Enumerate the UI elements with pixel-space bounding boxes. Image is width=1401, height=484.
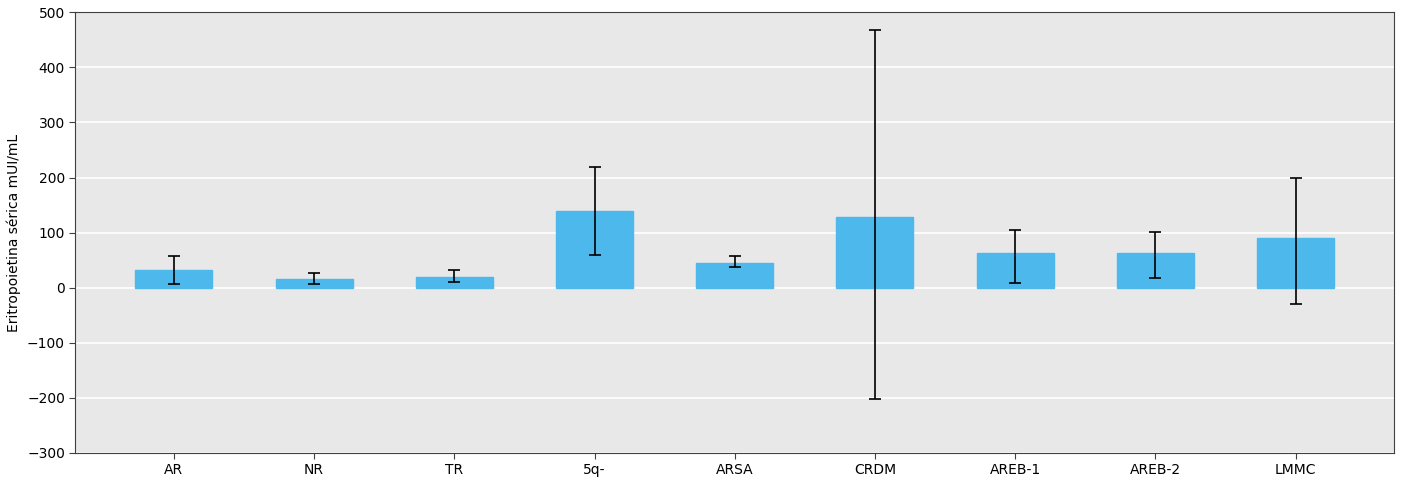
Bar: [1117, 253, 1194, 287]
Y-axis label: Eritropoietina sérica mUI/mL: Eritropoietina sérica mUI/mL: [7, 134, 21, 332]
Bar: [416, 276, 493, 287]
Bar: [976, 253, 1054, 287]
Bar: [696, 263, 773, 287]
Bar: [276, 279, 353, 287]
Bar: [136, 270, 213, 287]
Bar: [836, 217, 913, 287]
Bar: [556, 211, 633, 287]
Bar: [1257, 238, 1334, 287]
